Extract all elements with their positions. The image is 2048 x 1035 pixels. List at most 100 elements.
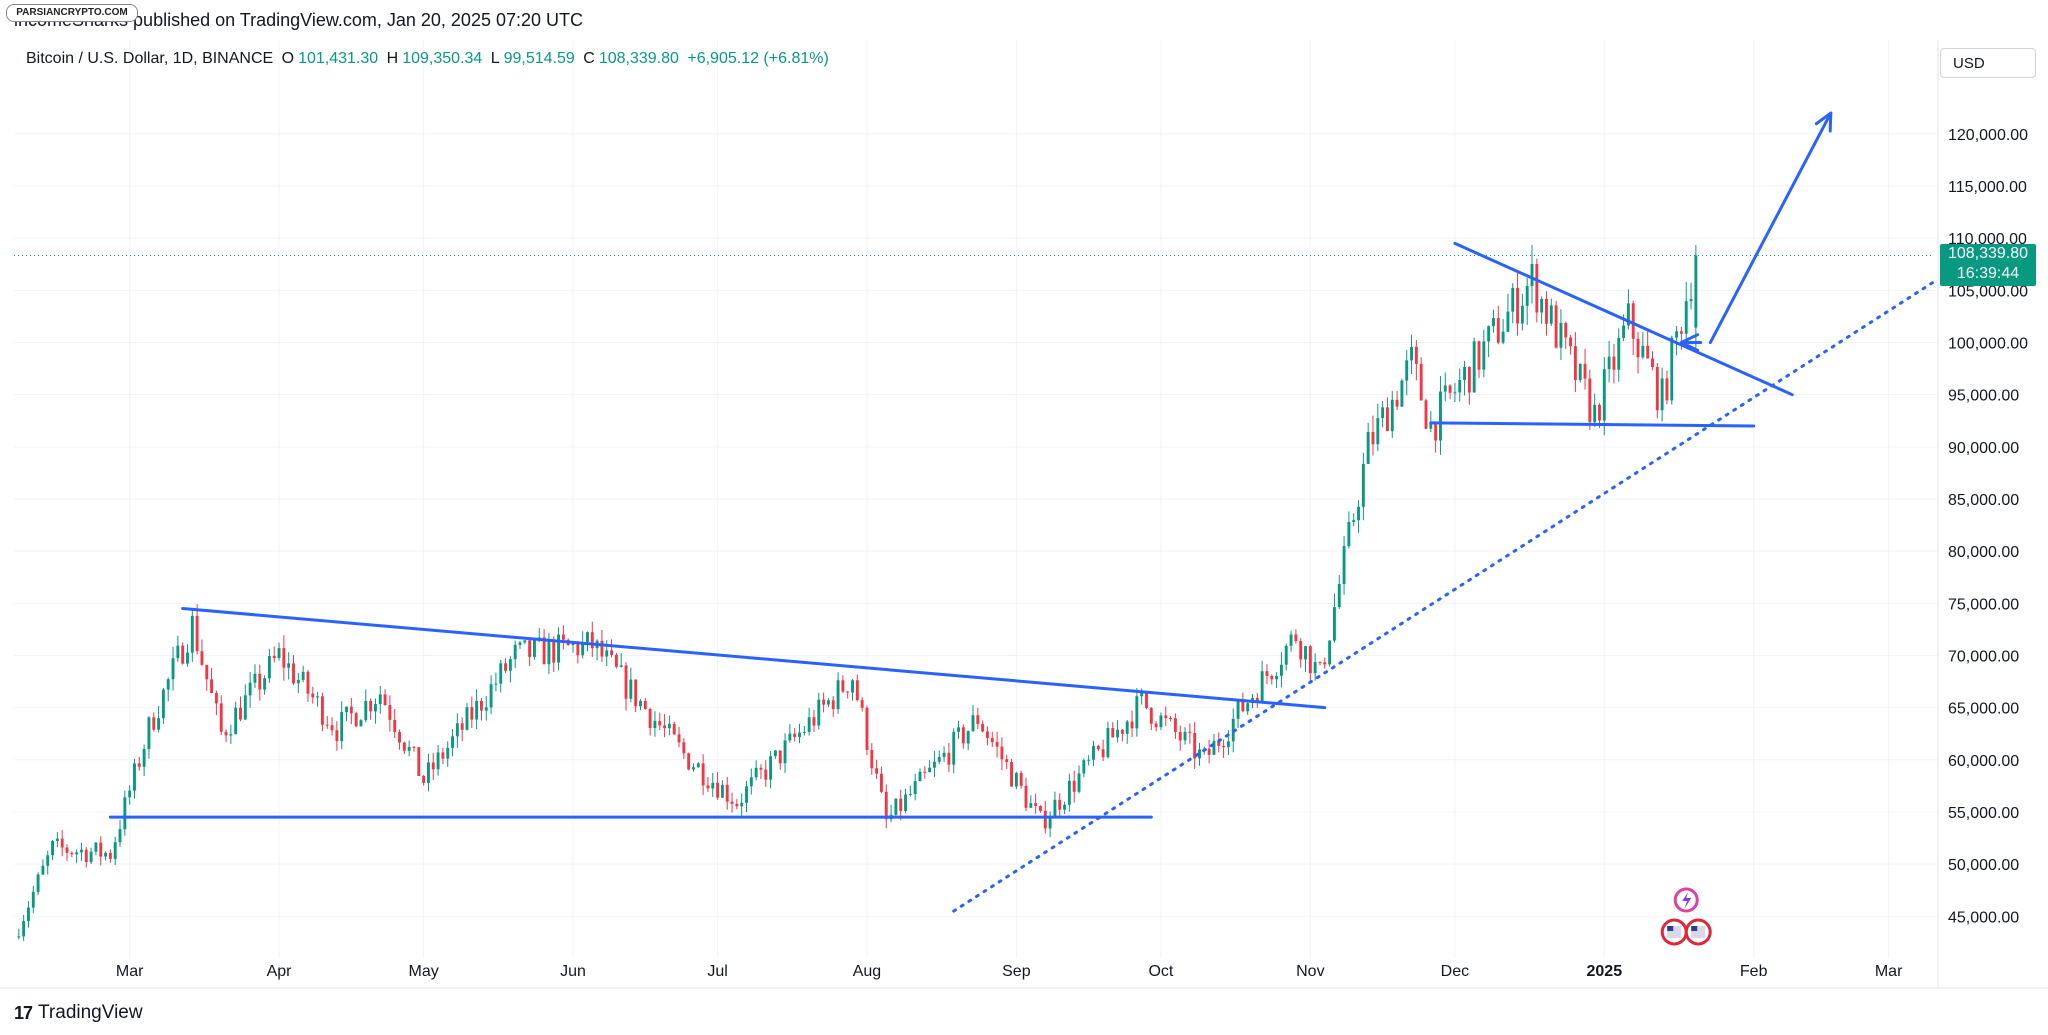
candle-body — [1636, 338, 1640, 358]
month-tick-label: Sep — [1002, 963, 1031, 980]
candle-body — [639, 700, 642, 707]
candle-body — [1414, 346, 1418, 364]
candle-body — [80, 849, 83, 853]
candle-body — [1096, 745, 1100, 750]
candle-body — [1270, 675, 1274, 680]
candle-body — [692, 767, 695, 770]
candle-body — [576, 643, 580, 656]
candle-body — [1072, 780, 1076, 792]
candle-body — [84, 849, 88, 863]
candle-body — [1145, 691, 1148, 708]
currency-button[interactable]: USD — [1940, 48, 2036, 78]
candle-body — [1569, 337, 1573, 347]
candle-body — [22, 921, 26, 937]
candle-body — [1545, 298, 1548, 324]
candle-body — [1029, 803, 1033, 808]
arrow-head-icon — [1679, 333, 1700, 352]
candle-body — [214, 692, 218, 704]
candle-body — [1130, 721, 1134, 729]
candle-body — [875, 768, 879, 774]
candle-body — [431, 762, 435, 770]
candle-body — [1419, 363, 1423, 401]
candle-body — [369, 700, 373, 712]
candle-body — [1670, 337, 1674, 401]
candle-body — [1284, 645, 1288, 665]
bar-countdown: 16:39:44 — [1956, 264, 2020, 282]
candle-body — [581, 642, 585, 656]
candle-body — [1101, 749, 1105, 758]
candle-body — [1226, 741, 1230, 748]
candle-body — [1279, 664, 1283, 676]
candle-body — [1583, 363, 1587, 379]
candle-body — [807, 717, 811, 732]
candle-body — [489, 684, 493, 708]
candle-body — [1530, 263, 1534, 287]
candle-body — [475, 700, 479, 720]
us-flag-canton-icon — [1691, 926, 1698, 931]
candle-body — [1077, 773, 1081, 792]
candle-body — [1222, 745, 1226, 748]
candle-body — [451, 736, 454, 748]
candle-body — [1149, 707, 1153, 724]
candle-body — [1352, 520, 1356, 522]
month-tick-label: Nov — [1296, 963, 1324, 980]
candle-body — [981, 723, 985, 732]
candle-body — [1120, 729, 1124, 734]
price-tick-label: 65,000.00 — [1948, 701, 2019, 718]
trendline — [1429, 421, 1756, 428]
candle-body — [841, 680, 845, 692]
candle-body — [1598, 404, 1601, 421]
tradingview-logo[interactable]: 17 TradingView — [14, 1002, 143, 1024]
candle-body — [1602, 369, 1606, 421]
candle-body — [190, 615, 194, 653]
candle-body — [817, 699, 821, 726]
candle-body — [147, 717, 151, 750]
price-tick-label: 80,000.00 — [1948, 544, 2019, 561]
candle-body — [1535, 263, 1539, 313]
candle-body — [373, 704, 377, 712]
candle-body — [267, 656, 271, 679]
candle-body — [928, 767, 932, 773]
candle-body — [648, 709, 652, 728]
candle-body — [171, 658, 175, 680]
candle-body — [277, 648, 281, 659]
candle-body — [759, 767, 763, 770]
price-tick-label: 55,000.00 — [1948, 805, 2019, 822]
candle-body — [947, 752, 951, 765]
candle-body — [663, 725, 667, 729]
price-tick-label: 95,000.00 — [1948, 388, 2019, 405]
candle-body — [99, 842, 103, 857]
candle-body — [1482, 341, 1486, 370]
candle-body — [860, 700, 864, 708]
candle-body — [672, 723, 676, 735]
candle-body — [113, 842, 117, 859]
candle-body — [1159, 715, 1163, 728]
candle-body — [1323, 662, 1327, 665]
price-tick-label: 85,000.00 — [1948, 492, 2019, 509]
candle-body — [879, 773, 883, 792]
candle-body — [460, 723, 464, 730]
candle-body — [1385, 407, 1389, 432]
candle-body — [1477, 341, 1481, 370]
month-tick-label: Feb — [1740, 963, 1768, 980]
candle-body — [1043, 810, 1047, 829]
candle-body — [986, 731, 989, 738]
lightning-bolt-icon — [1682, 892, 1692, 909]
candle-body — [494, 683, 498, 685]
candle-body — [701, 763, 705, 786]
candle-body — [1361, 463, 1365, 507]
candle-body — [108, 852, 112, 859]
candle-body — [812, 717, 816, 726]
candle-body — [89, 851, 93, 863]
watermark-logo: PARSIANCRYPTO.COM — [6, 4, 138, 22]
price-tick-label: 115,000.00 — [1948, 179, 2027, 196]
candle-body — [1612, 356, 1616, 370]
candle-body — [831, 700, 835, 710]
candle-body — [1381, 407, 1385, 419]
candle-body — [422, 775, 426, 784]
symbol-title[interactable]: Bitcoin / U.S. Dollar, 1D, BINANCE — [26, 50, 274, 67]
candle-body — [971, 715, 975, 732]
candle-body — [224, 731, 228, 736]
candle-body — [388, 705, 392, 720]
